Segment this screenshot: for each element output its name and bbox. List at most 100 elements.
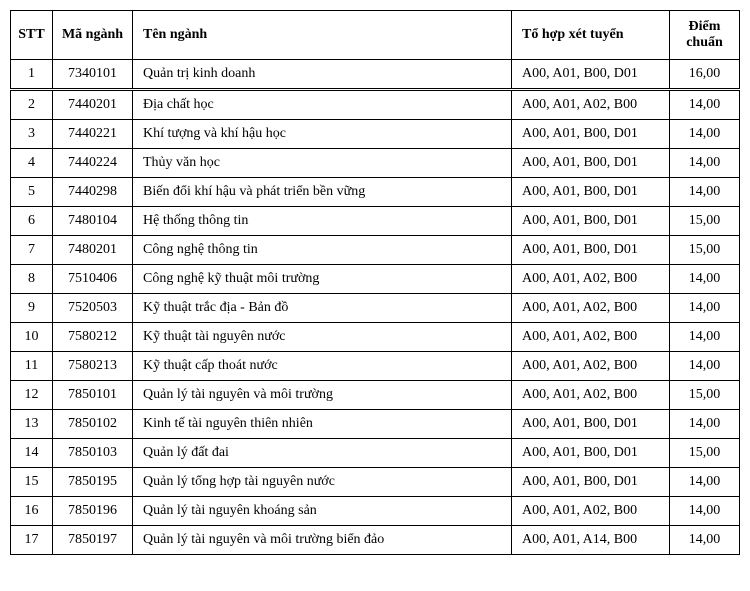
- cell-stt: 10: [11, 323, 53, 352]
- cell-ma: 7440298: [53, 178, 133, 207]
- cell-stt: 12: [11, 381, 53, 410]
- cell-ten: Công nghệ thông tin: [133, 236, 512, 265]
- cell-diem: 14,00: [670, 468, 740, 497]
- table-row: 47440224Thủy văn họcA00, A01, B00, D0114…: [11, 149, 740, 178]
- cell-ma: 7850196: [53, 497, 133, 526]
- cell-ten: Biến đổi khí hậu và phát triển bền vững: [133, 178, 512, 207]
- cell-tohop: A00, A01, B00, D01: [512, 468, 670, 497]
- cell-diem: 14,00: [670, 178, 740, 207]
- col-header-stt: STT: [11, 11, 53, 60]
- cell-diem: 15,00: [670, 381, 740, 410]
- cell-ten: Kinh tế tài nguyên thiên nhiên: [133, 410, 512, 439]
- cell-tohop: A00, A01, A02, B00: [512, 381, 670, 410]
- table-row: 37440221Khí tượng và khí hậu họcA00, A01…: [11, 120, 740, 149]
- cell-ma: 7850101: [53, 381, 133, 410]
- table-row: 147850103Quản lý đất đaiA00, A01, B00, D…: [11, 439, 740, 468]
- cell-ma: 7850197: [53, 526, 133, 555]
- cell-ma: 7850102: [53, 410, 133, 439]
- cell-ma: 7440221: [53, 120, 133, 149]
- cell-ma: 7340101: [53, 60, 133, 90]
- cell-ma: 7510406: [53, 265, 133, 294]
- cell-diem: 14,00: [670, 120, 740, 149]
- cell-tohop: A00, A01, B00, D01: [512, 120, 670, 149]
- cell-ma: 7580213: [53, 352, 133, 381]
- cell-stt: 6: [11, 207, 53, 236]
- cell-diem: 14,00: [670, 294, 740, 323]
- cell-tohop: A00, A01, B00, D01: [512, 236, 670, 265]
- cell-tohop: A00, A01, A02, B00: [512, 352, 670, 381]
- cell-diem: 14,00: [670, 90, 740, 120]
- cell-ten: Thủy văn học: [133, 149, 512, 178]
- cell-tohop: A00, A01, B00, D01: [512, 410, 670, 439]
- cell-tohop: A00, A01, A14, B00: [512, 526, 670, 555]
- table-row: 137850102Kinh tế tài nguyên thiên nhiênA…: [11, 410, 740, 439]
- header-row: STT Mã ngành Tên ngành Tổ hợp xét tuyển …: [11, 11, 740, 60]
- table-row: 17340101Quản trị kinh doanhA00, A01, B00…: [11, 60, 740, 90]
- table-row: 177850197Quản lý tài nguyên và môi trườn…: [11, 526, 740, 555]
- cell-tohop: A00, A01, B00, D01: [512, 60, 670, 90]
- cell-stt: 4: [11, 149, 53, 178]
- cell-ten: Quản lý tài nguyên khoáng sản: [133, 497, 512, 526]
- table-row: 57440298Biến đổi khí hậu và phát triển b…: [11, 178, 740, 207]
- col-header-ten: Tên ngành: [133, 11, 512, 60]
- cell-ten: Công nghệ kỹ thuật môi trường: [133, 265, 512, 294]
- cell-diem: 14,00: [670, 497, 740, 526]
- cell-stt: 15: [11, 468, 53, 497]
- table-row: 87510406Công nghệ kỹ thuật môi trườngA00…: [11, 265, 740, 294]
- cell-ten: Quản lý tổng hợp tài nguyên nước: [133, 468, 512, 497]
- cell-ma: 7580212: [53, 323, 133, 352]
- cell-tohop: A00, A01, A02, B00: [512, 294, 670, 323]
- table-row: 117580213Kỹ thuật cấp thoát nướcA00, A01…: [11, 352, 740, 381]
- table-row: 167850196Quản lý tài nguyên khoáng sảnA0…: [11, 497, 740, 526]
- cell-ten: Kỹ thuật tài nguyên nước: [133, 323, 512, 352]
- table-header: STT Mã ngành Tên ngành Tổ hợp xét tuyển …: [11, 11, 740, 60]
- cell-stt: 2: [11, 90, 53, 120]
- admission-table: STT Mã ngành Tên ngành Tổ hợp xét tuyển …: [10, 10, 740, 555]
- cell-stt: 7: [11, 236, 53, 265]
- cell-ma: 7440224: [53, 149, 133, 178]
- cell-ma: 7480104: [53, 207, 133, 236]
- table-row: 107580212Kỹ thuật tài nguyên nướcA00, A0…: [11, 323, 740, 352]
- cell-stt: 13: [11, 410, 53, 439]
- cell-stt: 9: [11, 294, 53, 323]
- cell-diem: 14,00: [670, 323, 740, 352]
- cell-diem: 14,00: [670, 265, 740, 294]
- cell-tohop: A00, A01, B00, D01: [512, 439, 670, 468]
- cell-ten: Hệ thống thông tin: [133, 207, 512, 236]
- cell-diem: 14,00: [670, 526, 740, 555]
- table-body: 17340101Quản trị kinh doanhA00, A01, B00…: [11, 60, 740, 555]
- cell-diem: 15,00: [670, 207, 740, 236]
- cell-ma: 7850103: [53, 439, 133, 468]
- cell-tohop: A00, A01, B00, D01: [512, 178, 670, 207]
- cell-diem: 14,00: [670, 410, 740, 439]
- col-header-tohop: Tổ hợp xét tuyển: [512, 11, 670, 60]
- cell-stt: 14: [11, 439, 53, 468]
- table-row: 157850195Quản lý tổng hợp tài nguyên nướ…: [11, 468, 740, 497]
- cell-ten: Quản lý tài nguyên và môi trường biển đả…: [133, 526, 512, 555]
- cell-ten: Quản trị kinh doanh: [133, 60, 512, 90]
- cell-tohop: A00, A01, A02, B00: [512, 90, 670, 120]
- cell-ma: 7440201: [53, 90, 133, 120]
- table-row: 77480201Công nghệ thông tinA00, A01, B00…: [11, 236, 740, 265]
- cell-tohop: A00, A01, A02, B00: [512, 497, 670, 526]
- cell-ma: 7520503: [53, 294, 133, 323]
- cell-diem: 14,00: [670, 149, 740, 178]
- cell-ten: Quản lý đất đai: [133, 439, 512, 468]
- cell-tohop: A00, A01, A02, B00: [512, 323, 670, 352]
- cell-ten: Kỹ thuật cấp thoát nước: [133, 352, 512, 381]
- cell-ten: Kỹ thuật trắc địa - Bản đồ: [133, 294, 512, 323]
- cell-stt: 11: [11, 352, 53, 381]
- cell-ten: Khí tượng và khí hậu học: [133, 120, 512, 149]
- cell-tohop: A00, A01, B00, D01: [512, 207, 670, 236]
- cell-stt: 1: [11, 60, 53, 90]
- cell-stt: 16: [11, 497, 53, 526]
- cell-stt: 3: [11, 120, 53, 149]
- cell-tohop: A00, A01, A02, B00: [512, 265, 670, 294]
- cell-stt: 17: [11, 526, 53, 555]
- cell-diem: 14,00: [670, 352, 740, 381]
- cell-ma: 7480201: [53, 236, 133, 265]
- table-row: 127850101Quản lý tài nguyên và môi trườn…: [11, 381, 740, 410]
- cell-tohop: A00, A01, B00, D01: [512, 149, 670, 178]
- cell-stt: 8: [11, 265, 53, 294]
- cell-ten: Địa chất học: [133, 90, 512, 120]
